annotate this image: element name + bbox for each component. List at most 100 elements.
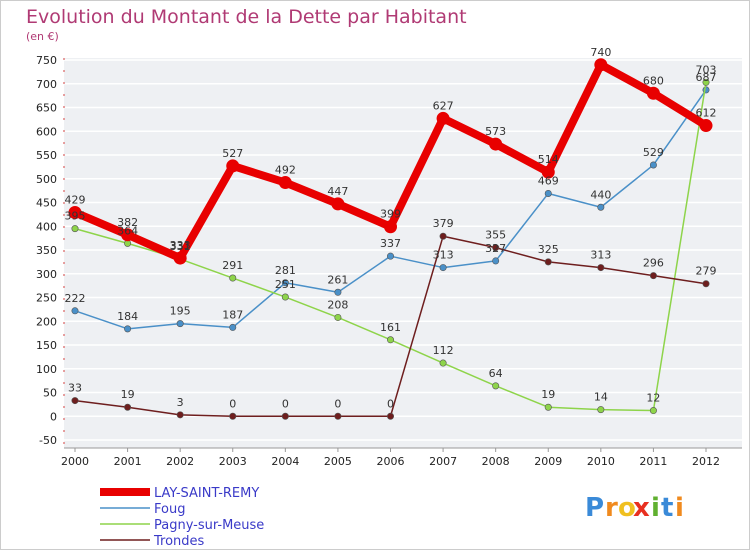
logo-letter: r: [605, 493, 618, 523]
data-point: [124, 403, 132, 411]
data-label: 492: [275, 164, 296, 177]
legend-label-pagny-sur-meuse: Pagny-sur-Meuse: [154, 518, 264, 533]
data-point: [597, 264, 605, 272]
data-label: 364: [117, 224, 138, 237]
chart-subtitle: (en €): [26, 30, 59, 43]
data-label: 680: [643, 74, 664, 87]
legend: LAY-SAINT-REMY Foug Pagny-sur-Meuse Tron…: [100, 486, 264, 549]
data-label: 627: [433, 99, 454, 112]
data-point: [331, 197, 345, 211]
data-label: 161: [380, 321, 401, 334]
data-point: [544, 258, 552, 266]
data-point: [281, 293, 289, 301]
x-axis: 2000 2001 2002 2003 2004 2005 2006 2007 2008 2009…: [61, 447, 742, 468]
data-label: 313: [590, 249, 611, 262]
y-tick-label: 500: [36, 173, 57, 186]
legend-label-lay-saint-remy: LAY-SAINT-REMY: [154, 486, 259, 501]
x-tick-label: 2007: [429, 455, 457, 468]
data-point: [334, 313, 342, 321]
data-point: [278, 176, 292, 190]
logo-letter: i: [651, 493, 660, 523]
x-tick-label: 2006: [377, 455, 405, 468]
data-point: [71, 307, 79, 315]
data-point: [173, 251, 187, 265]
data-point: [492, 244, 500, 252]
y-tick-label: 100: [36, 363, 57, 376]
logo-letter: x: [633, 493, 650, 523]
data-label: 296: [643, 257, 664, 270]
data-label: 469: [538, 174, 559, 187]
data-point: [124, 325, 132, 333]
x-tick-label: 2005: [324, 455, 352, 468]
data-labels: 4293823335274924473996275735147406806122…: [65, 46, 717, 411]
y-tick-label: 450: [36, 197, 57, 210]
data-label: 12: [646, 392, 660, 405]
data-label: 355: [485, 229, 506, 242]
data-label: 612: [696, 107, 717, 120]
data-label: 703: [696, 63, 717, 76]
data-label: 208: [327, 298, 348, 311]
data-point: [71, 397, 79, 405]
data-label: 440: [590, 188, 611, 201]
data-point: [229, 412, 237, 420]
data-label: 379: [433, 217, 454, 230]
data-label: 337: [380, 237, 401, 250]
data-point: [597, 203, 605, 211]
logo-letter: o: [618, 493, 636, 523]
y-tick-label: 300: [36, 268, 57, 281]
data-label: 222: [65, 292, 86, 305]
data-label: 291: [222, 259, 243, 272]
data-point: [334, 412, 342, 420]
data-point: [121, 228, 135, 242]
data-point: [386, 336, 394, 344]
series-layer: [68, 58, 713, 420]
data-label: 529: [643, 146, 664, 159]
data-point: [646, 86, 660, 100]
data-point: [702, 78, 710, 86]
data-label: 19: [121, 388, 135, 401]
data-point: [439, 232, 447, 240]
data-point: [489, 137, 503, 151]
data-point: [439, 264, 447, 272]
grid-lines: [64, 59, 742, 441]
data-label: 281: [275, 264, 296, 277]
data-point: [544, 403, 552, 411]
y-tick-label: 750: [36, 54, 57, 67]
data-label: 327: [485, 242, 506, 255]
data-label: 0: [229, 397, 236, 410]
data-point: [386, 252, 394, 260]
x-tick-label: 2008: [482, 455, 510, 468]
data-label: 187: [222, 308, 243, 321]
data-label: 0: [282, 397, 289, 410]
y-tick-label: 150: [36, 339, 57, 352]
y-tick-label: -50: [39, 434, 57, 447]
x-tick-label: 2011: [639, 455, 667, 468]
data-label: 184: [117, 310, 138, 323]
data-point: [384, 220, 397, 234]
data-label: 0: [334, 397, 341, 410]
data-label: 261: [327, 273, 348, 286]
data-point: [544, 189, 552, 197]
data-label: 64: [489, 367, 503, 380]
data-label: 527: [222, 147, 243, 160]
data-label: 112: [433, 344, 454, 357]
logo-letter: P: [585, 493, 604, 523]
data-label: 382: [117, 216, 138, 229]
data-label: 429: [65, 193, 86, 206]
y-tick-label: 700: [36, 78, 57, 91]
y-tick-label: 550: [36, 149, 57, 162]
data-label: 195: [170, 305, 191, 318]
legend-label-foug: Foug: [154, 502, 185, 517]
data-label: 313: [433, 249, 454, 262]
y-tick-label: 50: [43, 387, 57, 400]
data-point: [71, 225, 79, 233]
x-tick-label: 2001: [114, 455, 142, 468]
data-point: [649, 407, 657, 415]
data-label: 251: [275, 278, 296, 291]
data-label: 0: [387, 397, 394, 410]
x-tick-label: 2009: [534, 455, 562, 468]
data-point: [594, 58, 608, 72]
y-tick-label: 650: [36, 102, 57, 115]
data-point: [334, 288, 342, 296]
